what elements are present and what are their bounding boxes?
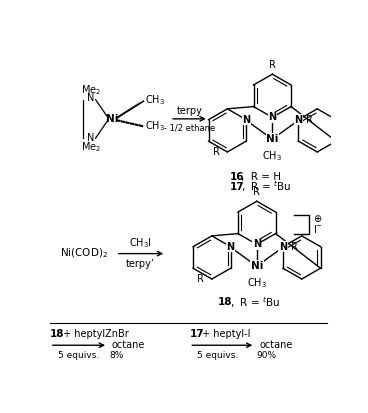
Text: R: R (213, 147, 220, 157)
Text: 18: 18 (50, 330, 64, 339)
Text: octane: octane (112, 340, 145, 350)
Text: + heptylZnBr: + heptylZnBr (60, 330, 129, 339)
Text: 17: 17 (230, 182, 244, 192)
Text: Ni: Ni (251, 261, 263, 271)
Text: terpy: terpy (176, 106, 202, 116)
Text: R: R (269, 60, 276, 70)
Text: N: N (87, 133, 95, 143)
Text: Ni: Ni (266, 134, 279, 144)
Text: octane: octane (259, 340, 293, 350)
Text: R: R (306, 115, 313, 125)
Text: terpy’: terpy’ (126, 259, 155, 268)
Text: CH$_3$: CH$_3$ (262, 149, 282, 163)
Polygon shape (117, 99, 144, 119)
Text: Ni: Ni (106, 114, 118, 124)
Text: 5 equivs.: 5 equivs. (197, 351, 238, 360)
Text: CH$_3$: CH$_3$ (145, 93, 165, 107)
Text: CH$_3$: CH$_3$ (145, 120, 165, 133)
Text: $\oplus$: $\oplus$ (314, 214, 323, 224)
Text: N: N (279, 242, 287, 252)
Text: 90%: 90% (257, 351, 277, 360)
Text: N: N (268, 112, 276, 122)
Text: Ni(COD)$_2$: Ni(COD)$_2$ (60, 247, 108, 261)
Text: 18: 18 (218, 297, 233, 307)
Text: N: N (294, 115, 302, 125)
Text: R: R (197, 274, 204, 284)
Text: N: N (227, 242, 235, 252)
Text: 5 equivs.: 5 equivs. (58, 351, 99, 360)
Text: ,  R = $^t$Bu: , R = $^t$Bu (230, 295, 280, 309)
Text: 8%: 8% (110, 351, 124, 360)
Text: Me$_2$: Me$_2$ (81, 140, 101, 154)
Text: 16: 16 (230, 172, 244, 182)
Text: CH$_3$: CH$_3$ (247, 276, 267, 290)
Text: ,  R = H: , R = H (241, 172, 281, 182)
Text: R: R (291, 242, 298, 252)
Text: I$^{-}$: I$^{-}$ (314, 223, 323, 235)
Text: N: N (253, 240, 261, 249)
Text: N: N (242, 115, 250, 125)
Text: R: R (253, 187, 260, 197)
Text: N: N (87, 93, 95, 103)
Text: ,  R = $^t$Bu: , R = $^t$Bu (241, 179, 292, 194)
Text: 17: 17 (190, 330, 204, 339)
Text: Me$_2$: Me$_2$ (81, 83, 101, 97)
Text: CH$_3$I: CH$_3$I (129, 237, 152, 251)
Text: - 1/2 ethane: - 1/2 ethane (164, 123, 215, 133)
Text: + heptyl-I: + heptyl-I (199, 330, 251, 339)
